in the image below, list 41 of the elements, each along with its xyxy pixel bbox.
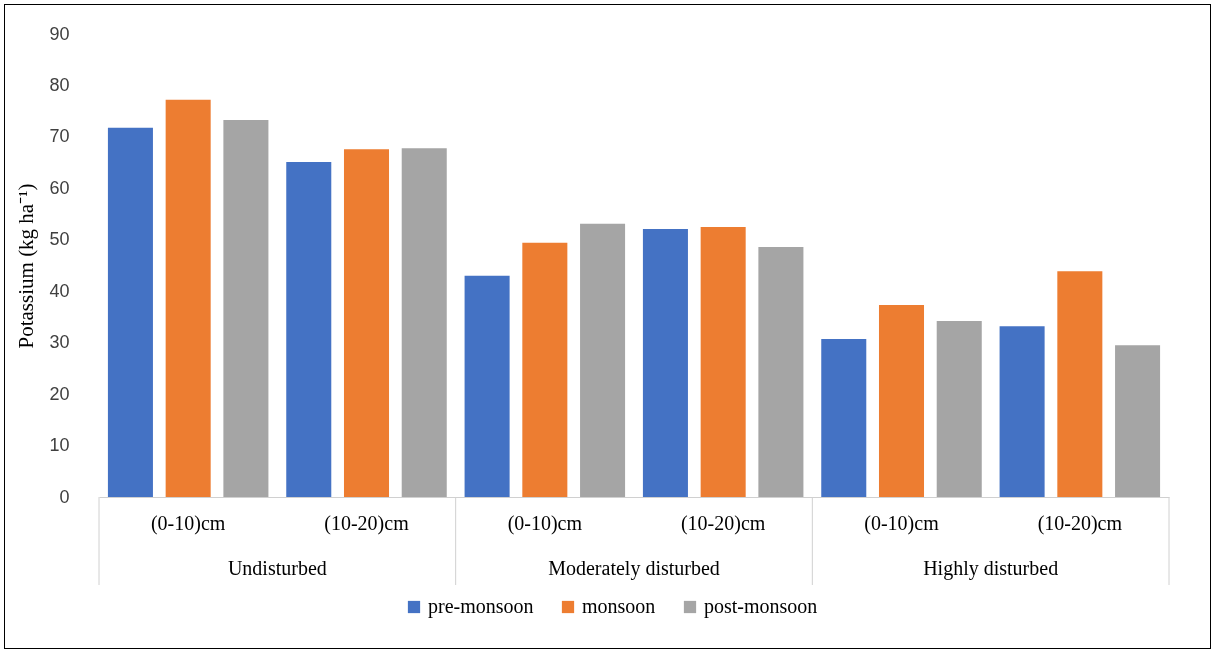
bar — [821, 339, 867, 497]
x-tick-label: (0-10)cm — [507, 511, 583, 535]
y-tick-label: 40 — [49, 280, 70, 301]
legend-label: post-monsoon — [704, 595, 818, 618]
y-tick-label: 30 — [49, 332, 70, 353]
y-tick-label: 20 — [49, 383, 70, 404]
x-tick-label: (0-10)cm — [150, 511, 226, 535]
y-tick-label: 90 — [49, 23, 70, 44]
bar — [1057, 271, 1103, 497]
y-tick-label: 0 — [59, 486, 70, 507]
legend-label: monsoon — [582, 595, 656, 617]
bar — [464, 275, 510, 497]
bar — [758, 246, 804, 497]
bar — [999, 326, 1045, 497]
text: Moderately disturbed — [548, 557, 720, 580]
bar — [580, 223, 626, 497]
bar — [878, 305, 925, 497]
x-tick-label: (10-20)cm — [1037, 511, 1123, 535]
bar — [700, 226, 746, 497]
bar — [286, 162, 332, 497]
legend-label: pre-monsoon — [428, 595, 534, 618]
bar — [401, 148, 447, 497]
bar — [107, 127, 153, 497]
y-tick-label: 50 — [49, 229, 70, 250]
x-tick-label: (0-10)cm — [864, 511, 940, 535]
x-tick-label: (10-20)cm — [324, 511, 410, 535]
y-tick-label: 10 — [49, 435, 70, 456]
bar — [936, 321, 982, 497]
y-tick-label: 60 — [49, 177, 70, 198]
bar — [1115, 345, 1161, 497]
bar — [165, 99, 211, 497]
bar — [223, 119, 269, 497]
bar — [343, 149, 390, 497]
text: Highly disturbed — [923, 557, 1059, 580]
y-axis-title: Potassium (kg ha⁻¹) — [14, 183, 39, 349]
text: Undisturbed — [227, 557, 327, 579]
x-tick-label: (10-20)cm — [680, 511, 766, 535]
bar — [522, 242, 568, 497]
y-tick-label: 80 — [49, 74, 70, 95]
y-tick-label: 70 — [49, 126, 70, 147]
bar — [642, 228, 688, 497]
